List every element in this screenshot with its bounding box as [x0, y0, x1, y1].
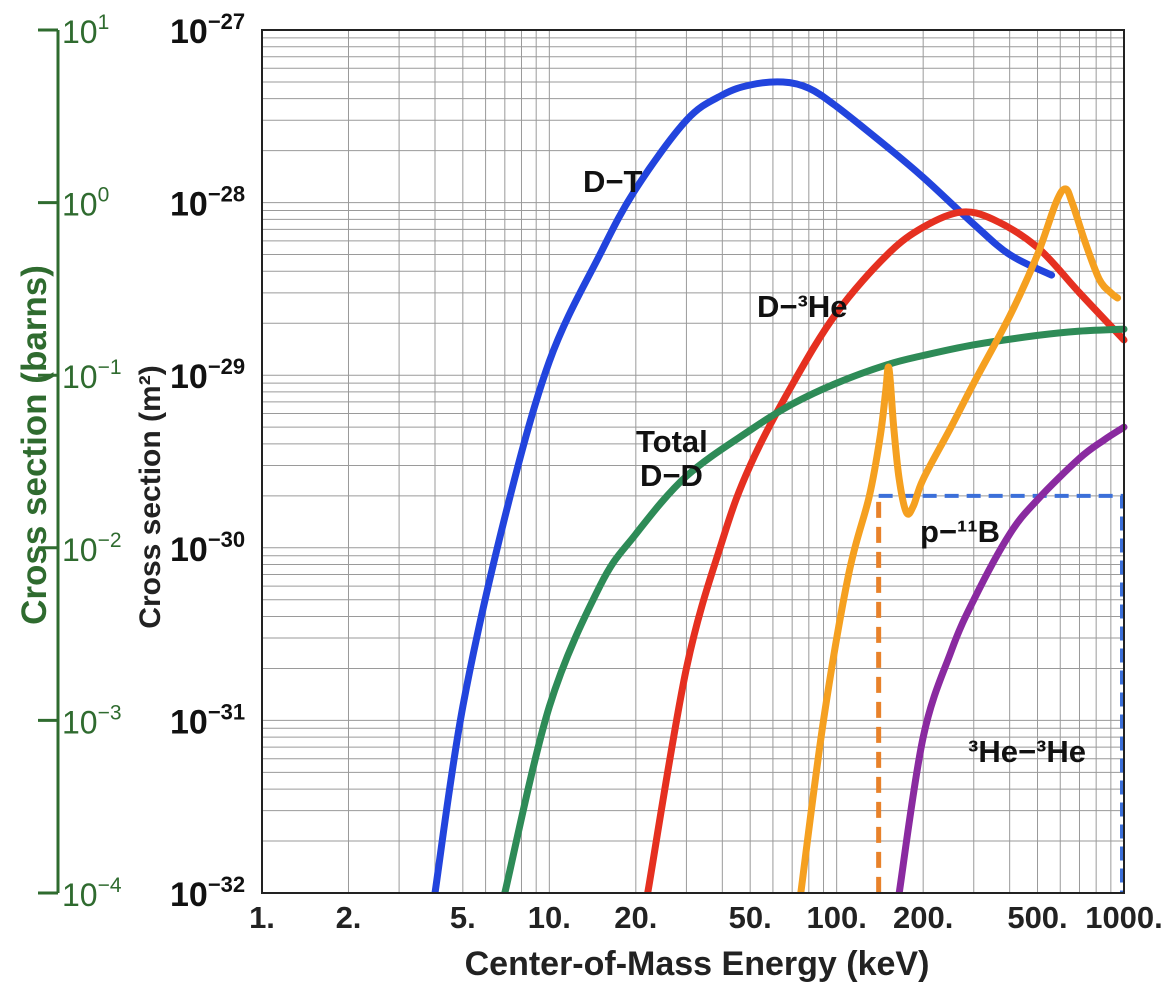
y-tick-label: 10−29	[170, 354, 245, 396]
p-b11-region-box	[878, 493, 1124, 893]
y-tick-label: 10−28	[170, 182, 245, 224]
x-tick-label: 1000.	[1085, 900, 1163, 935]
x-tick-label: 50.	[729, 900, 772, 935]
x-tick-label: 5.	[450, 900, 476, 935]
x-tick-label: 100.	[806, 900, 866, 935]
dt-series-line	[431, 78, 1056, 893]
he3he3-series-line	[895, 423, 1128, 893]
axes: 1. 2. 5. 10. 20. 50. 100. 200. 500. 1000. 10−27 10−…	[38, 9, 1163, 935]
y2-tick-label: 10−1	[62, 356, 122, 395]
y-axis-label: Cross section (m²)	[134, 365, 167, 628]
pb11-label: p−¹¹B	[920, 514, 1000, 549]
x-tick-label: 2.	[336, 900, 362, 935]
dhe3-label: D−³He	[757, 289, 847, 324]
x-tick-label: 10.	[528, 900, 571, 935]
x-tick-label: 1.	[249, 900, 275, 935]
series-lines	[431, 78, 1128, 893]
dd-series-line	[501, 325, 1128, 893]
y2-tick-label: 10−2	[62, 529, 122, 568]
y-tick-label: 10−27	[170, 9, 245, 51]
dd-label-line1: Total	[636, 424, 708, 459]
y2-tick-label: 101	[62, 11, 109, 50]
dhe3-series-line	[644, 208, 1128, 893]
x-axis-label: Center-of-Mass Energy (keV)	[465, 945, 930, 983]
y2-axis-label: Cross section (barns)	[15, 265, 54, 625]
y2-tick-label: 100	[62, 184, 109, 223]
y2-tick-label: 10−4	[62, 874, 122, 913]
pb11-series-line	[797, 185, 1122, 893]
y2-tick-label: 10−3	[62, 701, 122, 740]
dd-label-line2: D−D	[640, 458, 703, 493]
he3he3-label: ³He−³He	[968, 734, 1086, 769]
y-tick-label: 10−32	[170, 872, 245, 914]
y-tick-label: 10−30	[170, 527, 245, 569]
x-tick-label: 20.	[614, 900, 657, 935]
dt-label: D−T	[583, 164, 642, 199]
highlight-boxes	[876, 493, 1124, 893]
y-tick-label: 10−31	[170, 699, 245, 741]
x-tick-label: 200.	[893, 900, 953, 935]
x-tick-label: 500.	[1007, 900, 1067, 935]
plot-frame	[261, 29, 1125, 894]
